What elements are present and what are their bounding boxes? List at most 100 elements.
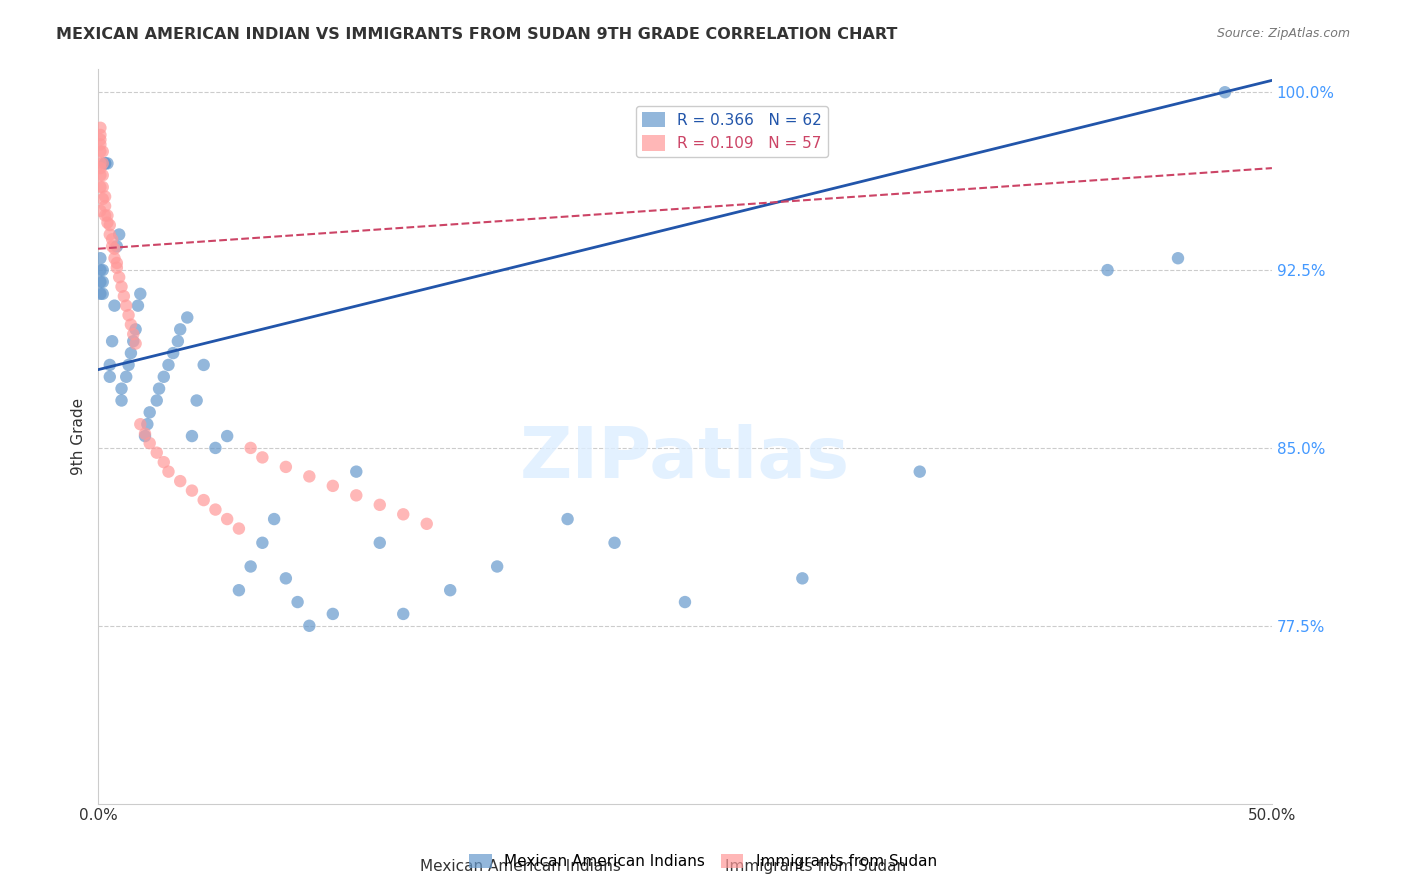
- Point: [89, 133, 111, 147]
- Point: [115, 369, 138, 384]
- Point: [486, 559, 509, 574]
- Point: [129, 286, 152, 301]
- Text: Mexican American Indians: Mexican American Indians: [420, 859, 620, 874]
- Point: [124, 322, 146, 336]
- Point: [673, 595, 696, 609]
- Point: [217, 429, 239, 443]
- Point: [120, 318, 142, 332]
- Legend: R = 0.366   N = 62, R = 0.109   N = 57: R = 0.366 N = 62, R = 0.109 N = 57: [636, 105, 828, 157]
- Point: [176, 310, 198, 325]
- Point: [557, 512, 579, 526]
- Text: Immigrants from Sudan: Immigrants from Sudan: [725, 859, 905, 874]
- Y-axis label: 9th Grade: 9th Grade: [72, 398, 86, 475]
- Point: [105, 260, 128, 275]
- Point: [167, 334, 190, 349]
- Point: [91, 192, 114, 206]
- Point: [392, 508, 415, 522]
- Point: [89, 128, 111, 142]
- Point: [186, 393, 208, 408]
- Point: [287, 595, 309, 609]
- Point: [145, 393, 167, 408]
- Point: [136, 417, 159, 432]
- Point: [91, 286, 114, 301]
- Point: [117, 308, 139, 322]
- Point: [98, 218, 121, 232]
- Point: [193, 358, 215, 372]
- Point: [91, 275, 114, 289]
- Point: [91, 145, 114, 159]
- Point: [217, 512, 239, 526]
- Point: [96, 156, 118, 170]
- Point: [439, 583, 461, 598]
- Point: [148, 382, 170, 396]
- Point: [98, 358, 121, 372]
- Point: [124, 336, 146, 351]
- Point: [603, 535, 626, 549]
- Point: [89, 286, 111, 301]
- Point: [1167, 251, 1189, 265]
- Point: [162, 346, 184, 360]
- Point: [94, 189, 117, 203]
- Point: [89, 263, 111, 277]
- Point: [91, 168, 114, 182]
- Point: [112, 289, 135, 303]
- Point: [157, 358, 180, 372]
- Point: [120, 346, 142, 360]
- Point: [122, 327, 145, 342]
- Point: [181, 429, 204, 443]
- Point: [91, 156, 114, 170]
- Point: [101, 232, 124, 246]
- Point: [110, 279, 132, 293]
- Point: [91, 263, 114, 277]
- Point: [145, 445, 167, 459]
- Point: [89, 180, 111, 194]
- Point: [298, 469, 321, 483]
- Point: [322, 607, 344, 621]
- Point: [368, 498, 391, 512]
- Text: ZIPatlas: ZIPatlas: [520, 424, 851, 492]
- Point: [108, 270, 131, 285]
- Point: [110, 393, 132, 408]
- Point: [322, 479, 344, 493]
- Text: MEXICAN AMERICAN INDIAN VS IMMIGRANTS FROM SUDAN 9TH GRADE CORRELATION CHART: MEXICAN AMERICAN INDIAN VS IMMIGRANTS FR…: [56, 27, 897, 42]
- Point: [368, 535, 391, 549]
- Point: [1097, 263, 1119, 277]
- Point: [193, 493, 215, 508]
- Point: [89, 137, 111, 152]
- Point: [138, 436, 160, 450]
- Point: [96, 216, 118, 230]
- Point: [94, 156, 117, 170]
- Point: [344, 465, 367, 479]
- Point: [169, 322, 191, 336]
- Point: [252, 535, 274, 549]
- Point: [89, 120, 111, 135]
- Point: [908, 465, 931, 479]
- Point: [157, 465, 180, 479]
- Point: [204, 502, 226, 516]
- Point: [134, 426, 156, 441]
- Point: [101, 334, 124, 349]
- Point: [169, 474, 191, 488]
- Point: [298, 619, 321, 633]
- Point: [101, 239, 124, 253]
- Point: [127, 299, 149, 313]
- Point: [98, 227, 121, 242]
- Point: [263, 512, 285, 526]
- Point: [792, 571, 814, 585]
- Point: [122, 334, 145, 349]
- Point: [89, 251, 111, 265]
- Point: [89, 156, 111, 170]
- Point: [89, 275, 111, 289]
- Point: [89, 168, 111, 182]
- Point: [91, 180, 114, 194]
- Point: [105, 256, 128, 270]
- Text: Source: ZipAtlas.com: Source: ZipAtlas.com: [1216, 27, 1350, 40]
- Point: [129, 417, 152, 432]
- Point: [181, 483, 204, 498]
- Point: [94, 209, 117, 223]
- Point: [152, 455, 174, 469]
- Point: [96, 209, 118, 223]
- Point: [94, 156, 117, 170]
- Point: [89, 203, 111, 218]
- Point: [228, 583, 250, 598]
